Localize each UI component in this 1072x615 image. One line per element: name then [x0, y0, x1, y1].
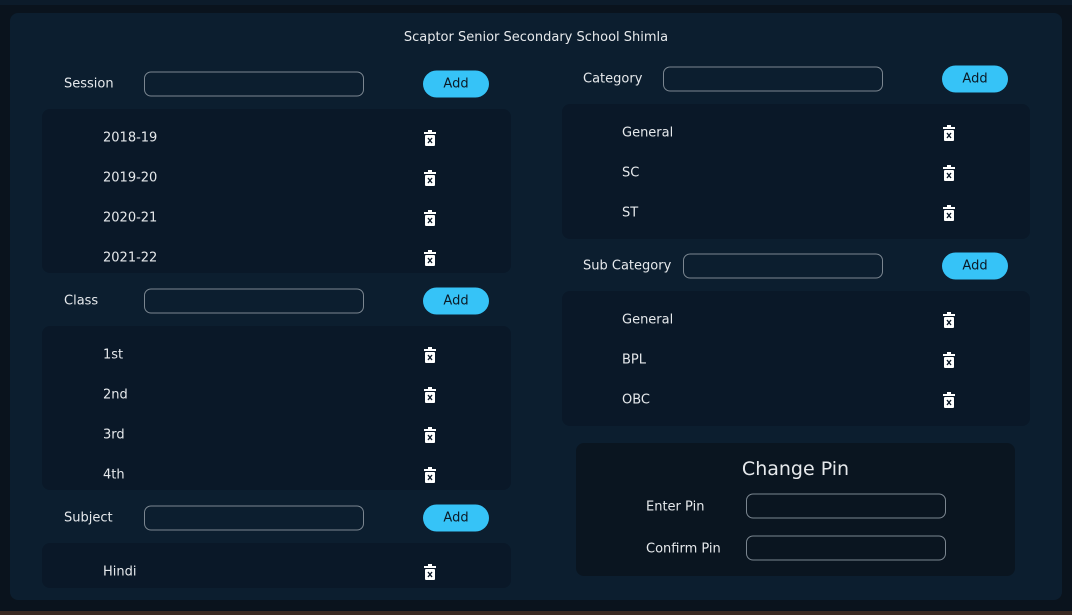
class-list-item: 3rd: [103, 427, 125, 443]
taskbar-edge: [0, 611, 1072, 615]
session-list-item: 2021-22: [103, 250, 158, 266]
trash-icon[interactable]: [943, 312, 955, 328]
session-list-item: 2019-20: [103, 170, 158, 186]
trash-icon[interactable]: [424, 467, 436, 483]
add-class-button[interactable]: Add: [423, 287, 489, 315]
trash-icon[interactable]: [943, 165, 955, 181]
trash-icon[interactable]: [424, 564, 436, 580]
category-label: Category: [583, 71, 643, 87]
class-list-item: 1st: [103, 347, 124, 363]
change-pin-title: Change Pin: [741, 458, 850, 480]
category-list-item: SC: [622, 165, 640, 181]
window-top-bar: [0, 0, 1072, 5]
trash-icon[interactable]: [424, 130, 436, 146]
session-label: Session: [64, 76, 114, 92]
session-list-item: 2018-19: [103, 130, 158, 146]
session-input[interactable]: [144, 71, 364, 97]
trash-icon[interactable]: [943, 125, 955, 141]
trash-icon[interactable]: [943, 352, 955, 368]
add-sub-category-button[interactable]: Add: [942, 252, 1008, 280]
class-list-item: 4th: [103, 467, 125, 483]
category-list-item: General: [622, 125, 674, 141]
category-list-item: ST: [622, 205, 639, 221]
add-session-button[interactable]: Add: [423, 70, 489, 98]
session-list-item: 2020-21: [103, 210, 158, 226]
subject-list: [42, 543, 511, 588]
enter-pin-label: Enter Pin: [646, 499, 705, 515]
class-input[interactable]: [144, 288, 364, 314]
trash-icon[interactable]: [424, 427, 436, 443]
add-subject-button[interactable]: Add: [423, 504, 489, 532]
sub-category-list-item: OBC: [622, 392, 650, 408]
trash-icon[interactable]: [424, 170, 436, 186]
add-category-button[interactable]: Add: [942, 65, 1008, 93]
trash-icon[interactable]: [424, 347, 436, 363]
trash-icon[interactable]: [424, 210, 436, 226]
trash-icon[interactable]: [943, 205, 955, 221]
subject-label: Subject: [64, 510, 113, 526]
sub-category-list-item: BPL: [622, 352, 647, 368]
page-title: Scaptor Senior Secondary School Shimla: [403, 30, 669, 45]
enter-pin-input[interactable]: [746, 493, 946, 519]
sub-category-input[interactable]: [683, 253, 883, 279]
class-label: Class: [64, 293, 99, 309]
trash-icon[interactable]: [424, 250, 436, 266]
confirm-pin-label: Confirm Pin: [646, 541, 721, 557]
subject-list-item: Hindi: [103, 564, 137, 580]
class-list-item: 2nd: [103, 387, 128, 403]
sub-category-label: Sub Category: [583, 258, 672, 274]
confirm-pin-input[interactable]: [746, 535, 946, 561]
trash-icon[interactable]: [424, 387, 436, 403]
sub-category-list-item: General: [622, 312, 674, 328]
trash-icon[interactable]: [943, 392, 955, 408]
subject-input[interactable]: [144, 505, 364, 531]
category-input[interactable]: [663, 66, 883, 92]
